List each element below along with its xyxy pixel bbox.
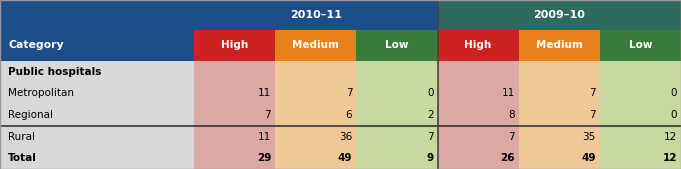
Text: 49: 49	[338, 153, 352, 163]
Text: Total: Total	[8, 153, 37, 163]
Text: 49: 49	[582, 153, 596, 163]
Text: 12: 12	[663, 153, 677, 163]
Bar	[194, 126, 275, 147]
Text: High: High	[464, 40, 492, 50]
Text: 2009–10: 2009–10	[533, 10, 585, 20]
Text: 0: 0	[670, 110, 677, 120]
Bar	[194, 104, 275, 126]
Text: 12: 12	[664, 131, 677, 142]
Bar	[0, 147, 194, 169]
Bar	[600, 104, 681, 126]
Bar	[194, 30, 275, 61]
Text: 26: 26	[500, 153, 515, 163]
Bar	[356, 147, 437, 169]
Bar	[356, 82, 437, 104]
Text: 7: 7	[264, 110, 271, 120]
Text: 0: 0	[427, 88, 433, 98]
Bar	[275, 30, 356, 61]
Text: Metropolitan: Metropolitan	[8, 88, 74, 98]
Text: 9: 9	[426, 153, 433, 163]
Bar	[0, 0, 194, 30]
Bar	[437, 61, 519, 82]
Text: High: High	[221, 40, 249, 50]
Bar	[519, 61, 600, 82]
Bar	[600, 82, 681, 104]
Bar	[194, 61, 275, 82]
Bar	[437, 147, 519, 169]
Text: 7: 7	[508, 131, 515, 142]
Bar	[437, 30, 519, 61]
Text: Public hospitals: Public hospitals	[8, 67, 101, 77]
Text: 7: 7	[346, 88, 352, 98]
Bar	[0, 30, 194, 61]
Bar	[437, 126, 519, 147]
Bar	[437, 0, 681, 30]
Bar	[0, 61, 194, 82]
Bar	[437, 104, 519, 126]
Text: 35: 35	[582, 131, 596, 142]
Text: Regional: Regional	[8, 110, 53, 120]
Bar	[356, 61, 437, 82]
Bar	[275, 126, 356, 147]
Bar	[194, 147, 275, 169]
Bar	[356, 126, 437, 147]
Text: Low: Low	[629, 40, 652, 50]
Bar	[194, 0, 437, 30]
Bar	[275, 104, 356, 126]
Bar	[0, 104, 194, 126]
Text: 2: 2	[427, 110, 433, 120]
Text: Medium: Medium	[536, 40, 583, 50]
Bar	[356, 30, 437, 61]
Text: Rural: Rural	[8, 131, 35, 142]
Bar	[600, 30, 681, 61]
Bar	[519, 147, 600, 169]
Text: Category: Category	[8, 40, 64, 50]
Bar	[519, 126, 600, 147]
Bar	[519, 82, 600, 104]
Text: 7: 7	[589, 110, 596, 120]
Bar	[0, 82, 194, 104]
Bar	[519, 30, 600, 61]
Bar	[194, 82, 275, 104]
Text: 7: 7	[427, 131, 433, 142]
Bar	[275, 61, 356, 82]
Text: 8: 8	[508, 110, 515, 120]
Text: 29: 29	[257, 153, 271, 163]
Text: Low: Low	[385, 40, 409, 50]
Text: 11: 11	[258, 88, 271, 98]
Text: 11: 11	[258, 131, 271, 142]
Bar	[275, 147, 356, 169]
Text: 0: 0	[670, 88, 677, 98]
Text: Medium: Medium	[292, 40, 339, 50]
Bar	[0, 126, 194, 147]
Text: 11: 11	[501, 88, 515, 98]
Text: 7: 7	[589, 88, 596, 98]
Bar	[600, 126, 681, 147]
Text: 36: 36	[339, 131, 352, 142]
Bar	[600, 61, 681, 82]
Bar	[600, 147, 681, 169]
Bar	[519, 104, 600, 126]
Bar	[356, 104, 437, 126]
Bar	[275, 82, 356, 104]
Bar	[437, 82, 519, 104]
Text: 2010–11: 2010–11	[290, 10, 342, 20]
Text: 6: 6	[346, 110, 352, 120]
